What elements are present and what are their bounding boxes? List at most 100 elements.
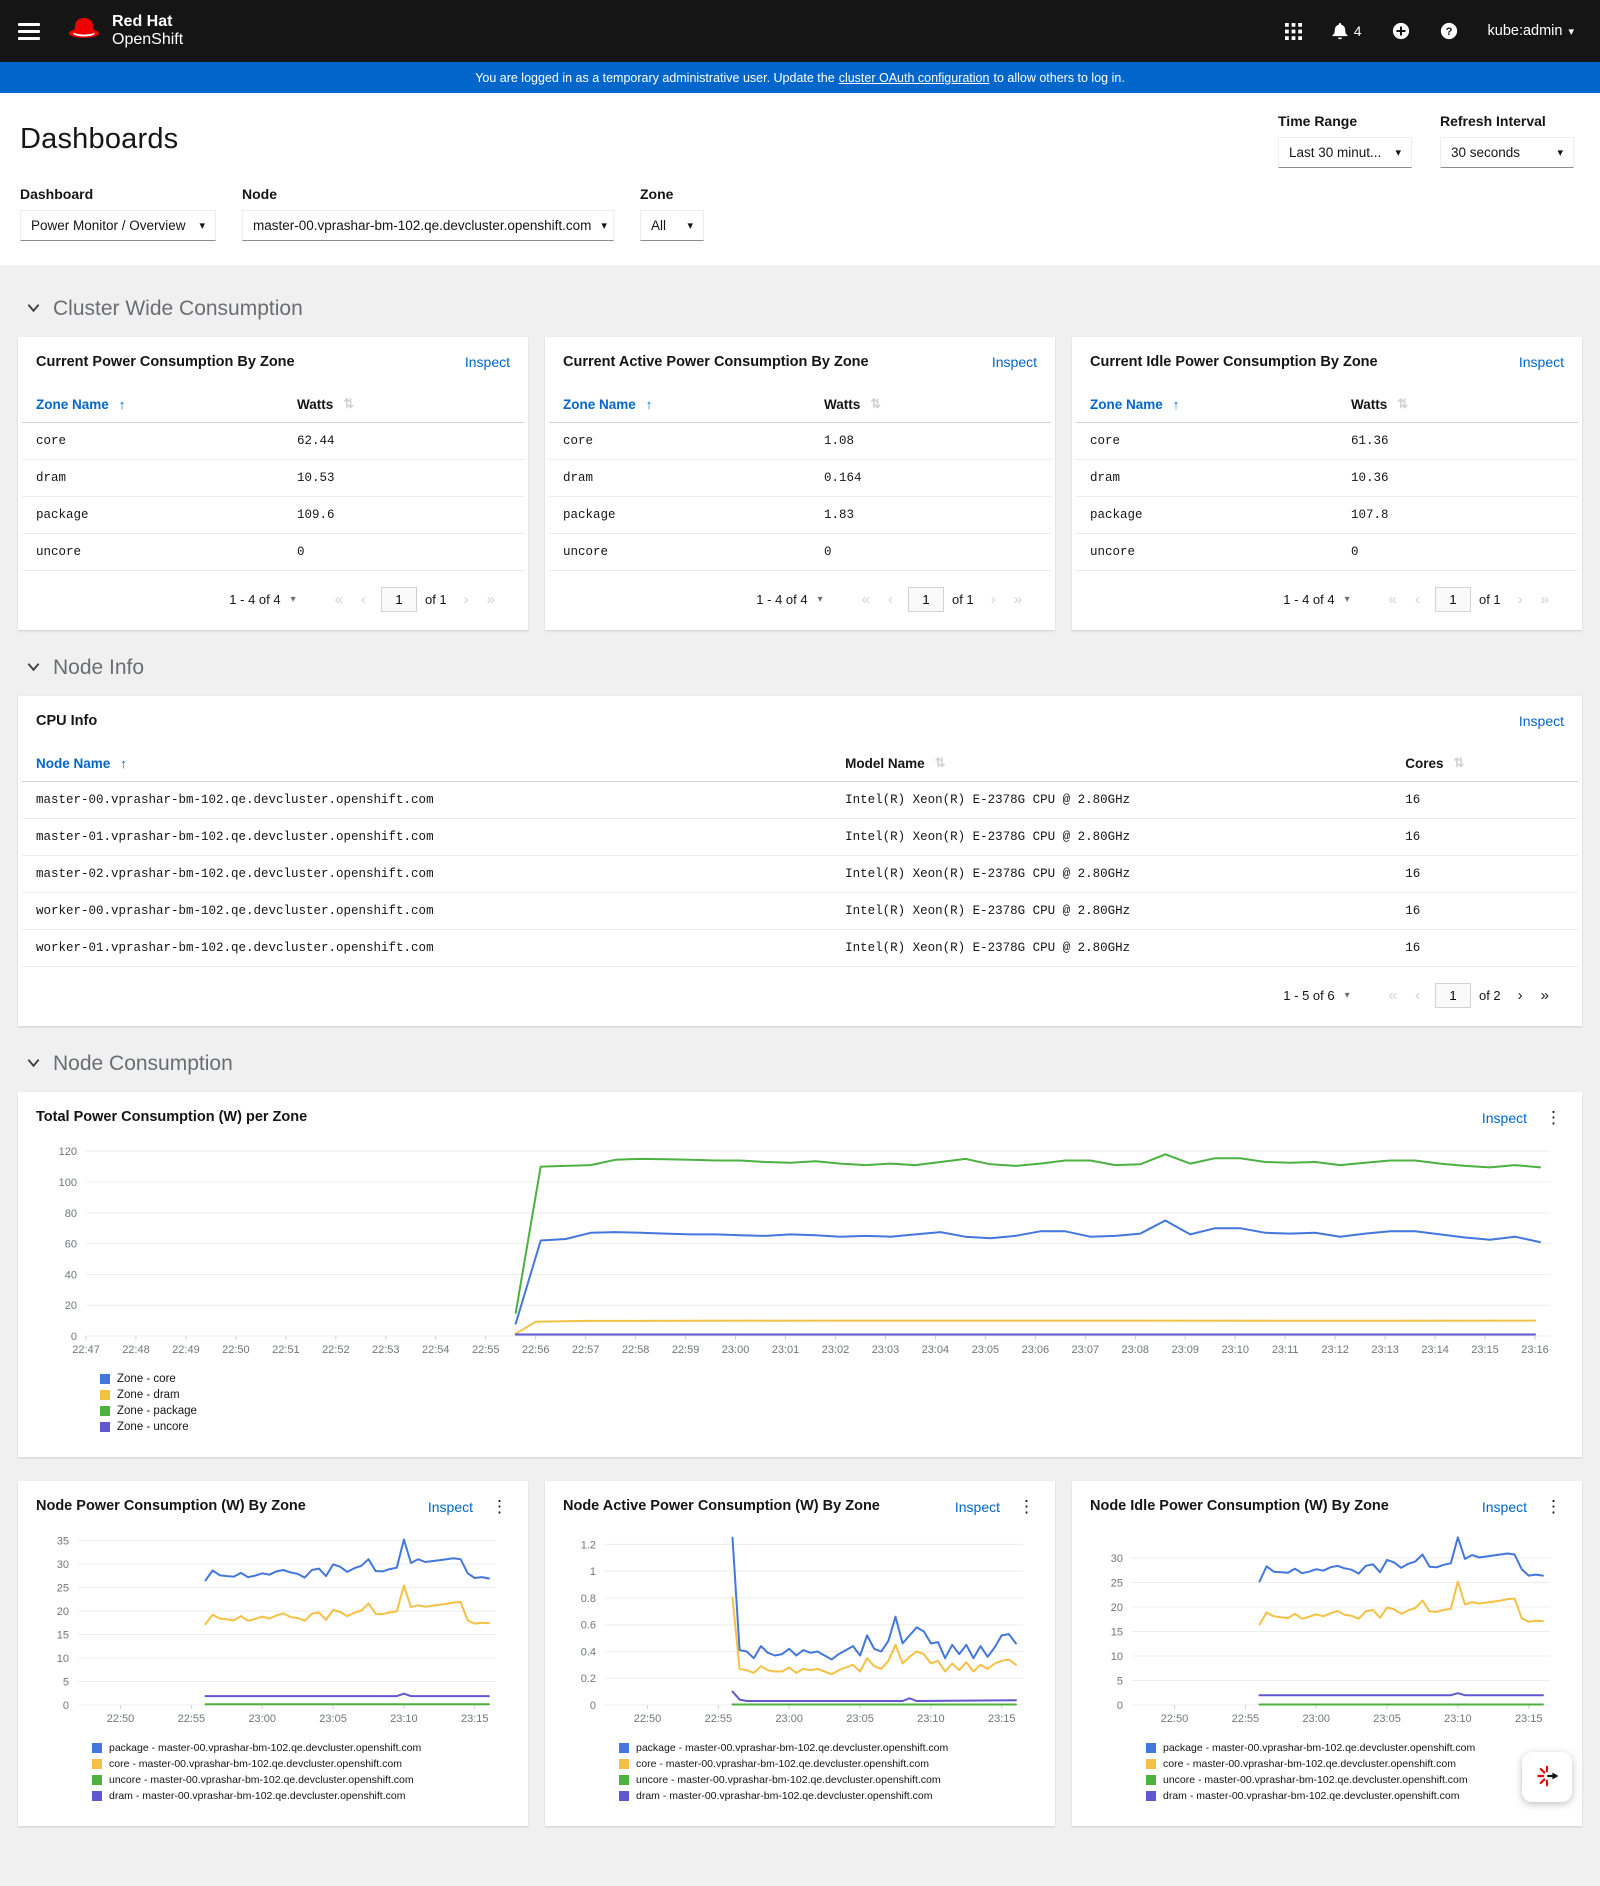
pagination-range-menu[interactable]: 1 - 4 of 4 ▾ bbox=[223, 591, 301, 608]
inspect-link[interactable]: Inspect bbox=[427, 1498, 473, 1515]
first-page-button[interactable]: « bbox=[1382, 985, 1404, 1006]
card-title: Current Active Power Consumption By Zone bbox=[563, 354, 869, 370]
current-page-input[interactable] bbox=[1434, 983, 1471, 1008]
prev-page-button[interactable]: ‹ bbox=[1408, 589, 1427, 610]
inspect-link[interactable]: Inspect bbox=[464, 354, 510, 370]
table-row: core 1.08 bbox=[549, 422, 1051, 460]
section-node-info[interactable]: Node Info bbox=[26, 656, 1574, 680]
pagination-range-menu[interactable]: 1 - 4 of 4 ▾ bbox=[1277, 591, 1355, 608]
svg-text:23:03: 23:03 bbox=[872, 1344, 900, 1356]
column-header-cores[interactable]: Cores ⇅ bbox=[1391, 743, 1578, 782]
brand-logo[interactable]: Red Hat OpenShift bbox=[66, 13, 183, 48]
help-button[interactable]: ? bbox=[1440, 22, 1458, 40]
next-page-button[interactable]: › bbox=[984, 589, 1003, 610]
kebab-menu-button[interactable]: ⋮ bbox=[491, 1497, 508, 1516]
column-header-model-name[interactable]: Model Name ⇅ bbox=[831, 743, 1392, 782]
svg-text:22:55: 22:55 bbox=[178, 1713, 206, 1725]
section-cluster-wide-consumption[interactable]: Cluster Wide Consumption bbox=[26, 297, 1574, 321]
last-page-button[interactable]: » bbox=[1534, 589, 1556, 610]
next-page-button[interactable]: › bbox=[1511, 985, 1530, 1006]
prev-page-button[interactable]: ‹ bbox=[881, 589, 900, 610]
svg-text:22:53: 22:53 bbox=[372, 1344, 400, 1356]
prev-page-button[interactable]: ‹ bbox=[1408, 985, 1427, 1006]
chart-line-package bbox=[204, 1538, 490, 1582]
last-page-button[interactable]: » bbox=[1007, 589, 1029, 610]
first-page-button[interactable]: « bbox=[1382, 589, 1404, 610]
inspect-link[interactable]: Inspect bbox=[954, 1498, 1000, 1515]
column-header-node-name[interactable]: Node Name ↑ bbox=[22, 743, 832, 782]
zone-name-cell: dram bbox=[1076, 459, 1338, 497]
current-page-input[interactable] bbox=[1434, 587, 1471, 612]
model-name-cell: Intel(R) Xeon(R) E-2378G CPU @ 2.80GHz bbox=[831, 855, 1392, 893]
app-launcher-button[interactable] bbox=[1284, 22, 1302, 40]
feedback-button[interactable] bbox=[1522, 1752, 1572, 1802]
chart-title: Total Power Consumption (W) per Zone bbox=[36, 1109, 308, 1125]
sort-icon: ⇅ bbox=[870, 396, 882, 411]
legend-label: package - master-00.vprashar-bm-102.qe.d… bbox=[109, 1742, 422, 1754]
refresh-interval-select[interactable]: 30 seconds ▾ bbox=[1440, 137, 1574, 168]
node-power-chart: 0 5 10 15 20 25 30 35 22:50 22:55 23:00 23:05 23:10 2… bbox=[57, 1535, 496, 1725]
user-menu[interactable]: kube:admin ▾ bbox=[1487, 23, 1575, 39]
pagination-range-menu[interactable]: 1 - 5 of 6 ▾ bbox=[1277, 987, 1355, 1004]
section-node-consumption[interactable]: Node Consumption bbox=[26, 1052, 1574, 1076]
pagination: 1 - 4 of 4 ▾ « ‹ of 1 › » bbox=[1072, 571, 1582, 630]
legend-label: uncore - master-00.vprashar-bm-102.qe.de… bbox=[1163, 1774, 1468, 1786]
svg-text:22:50: 22:50 bbox=[1161, 1713, 1189, 1725]
chevron-down-icon bbox=[26, 1052, 41, 1076]
next-page-button[interactable]: › bbox=[457, 589, 476, 610]
first-page-button[interactable]: « bbox=[855, 589, 877, 610]
kebab-menu-button[interactable]: ⋮ bbox=[1545, 1497, 1562, 1516]
notifications-button[interactable]: 4 bbox=[1332, 22, 1362, 40]
column-header-zone-name[interactable]: Zone Name ↑ bbox=[549, 384, 811, 423]
chart-line-dram bbox=[731, 1690, 1017, 1702]
pagination: 1 - 5 of 6 ▾ « ‹ of 2 › » bbox=[18, 967, 1582, 1026]
inspect-link[interactable]: Inspect bbox=[1481, 1109, 1527, 1126]
svg-text:23:05: 23:05 bbox=[1373, 1713, 1401, 1725]
current-page-input[interactable] bbox=[380, 587, 417, 612]
last-page-button[interactable]: » bbox=[1534, 985, 1556, 1006]
column-header-zone-name[interactable]: Zone Name ↑ bbox=[22, 384, 284, 423]
legend-item: core - master-00.vprashar-bm-102.qe.devc… bbox=[92, 1758, 512, 1770]
legend-swatch bbox=[1146, 1743, 1156, 1753]
last-page-button[interactable]: » bbox=[480, 589, 502, 610]
svg-text:23:05: 23:05 bbox=[319, 1713, 347, 1725]
svg-text:20: 20 bbox=[57, 1606, 69, 1618]
current-page-input[interactable] bbox=[907, 587, 944, 612]
sort-asc-icon: ↑ bbox=[1172, 396, 1180, 412]
zone-select[interactable]: All ▾ bbox=[640, 210, 704, 241]
svg-text:22:59: 22:59 bbox=[672, 1344, 700, 1356]
chart-legend: Zone - core Zone - dram Zone - package Zone… bbox=[100, 1373, 1566, 1433]
model-name-cell: Intel(R) Xeon(R) E-2378G CPU @ 2.80GHz bbox=[831, 892, 1392, 930]
column-header-watts[interactable]: Watts ⇅ bbox=[283, 384, 524, 423]
add-button[interactable] bbox=[1392, 22, 1410, 40]
oauth-config-link[interactable]: cluster OAuth configuration bbox=[838, 70, 990, 85]
svg-text:0: 0 bbox=[1117, 1700, 1123, 1712]
column-header-watts[interactable]: Watts ⇅ bbox=[1337, 384, 1578, 423]
chevron-down-icon: ▾ bbox=[1568, 25, 1574, 38]
chevron-down-icon bbox=[26, 656, 41, 680]
inspect-link[interactable]: Inspect bbox=[1518, 713, 1564, 729]
inspect-link[interactable]: Inspect bbox=[1481, 1498, 1527, 1515]
zone-name-cell: dram bbox=[549, 459, 811, 497]
first-page-button[interactable]: « bbox=[328, 589, 350, 610]
time-range-select[interactable]: Last 30 minut... ▾ bbox=[1278, 137, 1412, 168]
pagination-range-menu[interactable]: 1 - 4 of 4 ▾ bbox=[750, 591, 828, 608]
inspect-link[interactable]: Inspect bbox=[1518, 354, 1564, 370]
column-header-watts[interactable]: Watts ⇅ bbox=[810, 384, 1051, 423]
svg-text:30: 30 bbox=[1111, 1553, 1123, 1565]
column-header-zone-name[interactable]: Zone Name ↑ bbox=[1076, 384, 1338, 423]
zone-name-cell: package bbox=[549, 496, 811, 534]
dashboard-select[interactable]: Power Monitor / Overview ▾ bbox=[20, 210, 216, 241]
kebab-menu-button[interactable]: ⋮ bbox=[1018, 1497, 1035, 1516]
svg-text:23:05: 23:05 bbox=[846, 1713, 874, 1725]
kebab-menu-button[interactable]: ⋮ bbox=[1545, 1108, 1562, 1127]
next-page-button[interactable]: › bbox=[1511, 589, 1530, 610]
zone-name-cell: core bbox=[549, 422, 811, 460]
node-select[interactable]: master-00.vprashar-bm-102.qe.devcluster.… bbox=[242, 210, 614, 241]
watts-cell: 107.8 bbox=[1337, 496, 1578, 534]
legend-item: Zone - core bbox=[100, 1373, 1566, 1385]
inspect-link[interactable]: Inspect bbox=[991, 354, 1037, 370]
page-header: Dashboards Time Range Last 30 minut... ▾… bbox=[0, 93, 1600, 172]
hamburger-menu-button[interactable] bbox=[18, 22, 40, 40]
prev-page-button[interactable]: ‹ bbox=[354, 589, 373, 610]
